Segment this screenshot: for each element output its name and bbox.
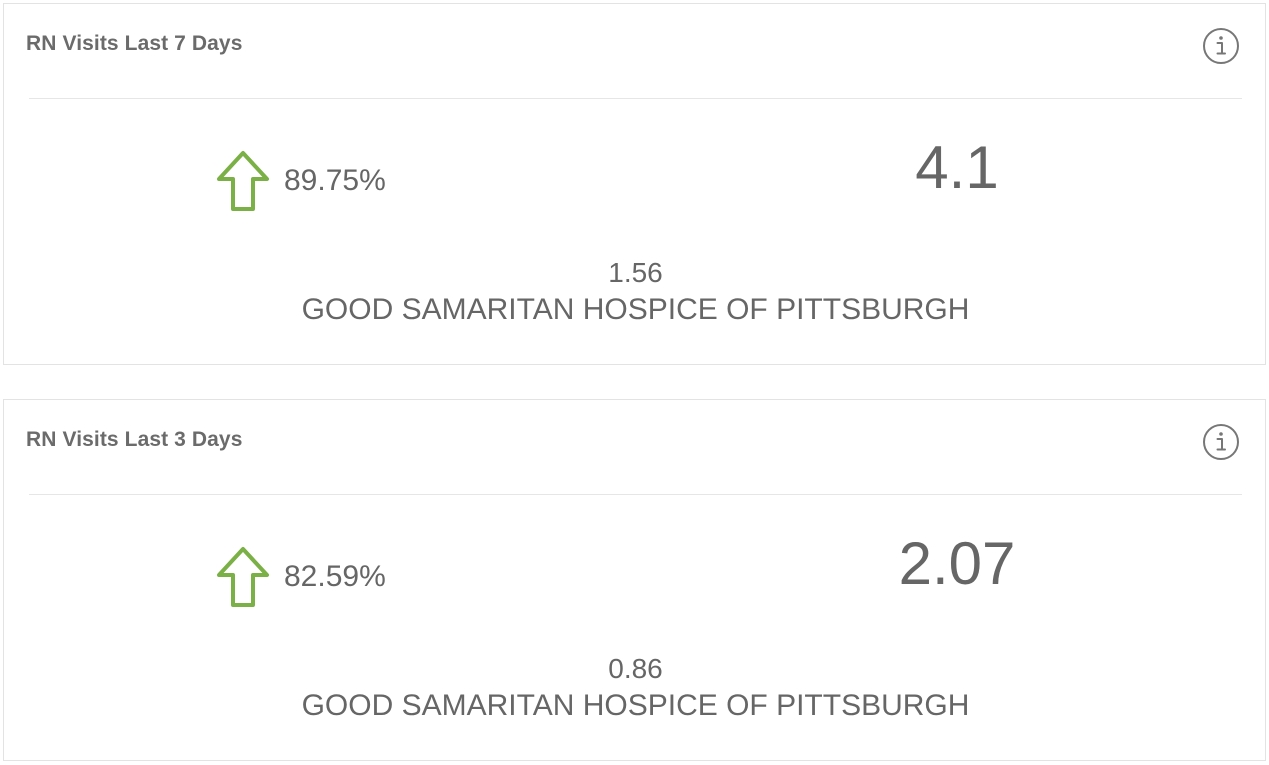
arrow-up-icon — [217, 547, 269, 607]
organization-name: GOOD SAMARITAN HOSPICE OF PITTSBURGH — [301, 293, 970, 326]
trend-indicator: 82.59% — [216, 546, 386, 608]
metric-card-rn-visits-7-days: RN Visits Last 7 Days 89.75% 4.1 1.56 GO… — [3, 3, 1266, 365]
info-circle-icon[interactable] — [1202, 27, 1240, 65]
info-circle-icon[interactable] — [1202, 423, 1240, 461]
metric-value: 2.07 — [898, 530, 1016, 597]
trend-indicator: 89.75% — [216, 150, 386, 212]
card-title: RN Visits Last 3 Days — [26, 428, 243, 451]
comparison-value: 1.56 — [608, 257, 663, 288]
arrow-up-icon — [217, 151, 269, 211]
metric-card-rn-visits-3-days: RN Visits Last 3 Days 82.59% 2.07 0.86 G… — [3, 399, 1266, 761]
comparison-value: 0.86 — [608, 653, 663, 684]
card-divider — [29, 494, 1242, 495]
trend-percent: 82.59% — [284, 560, 386, 593]
metric-value: 4.1 — [915, 134, 999, 201]
organization-name: GOOD SAMARITAN HOSPICE OF PITTSBURGH — [301, 689, 970, 722]
trend-percent: 89.75% — [284, 164, 386, 197]
card-divider — [29, 98, 1242, 99]
card-title: RN Visits Last 7 Days — [26, 32, 243, 55]
